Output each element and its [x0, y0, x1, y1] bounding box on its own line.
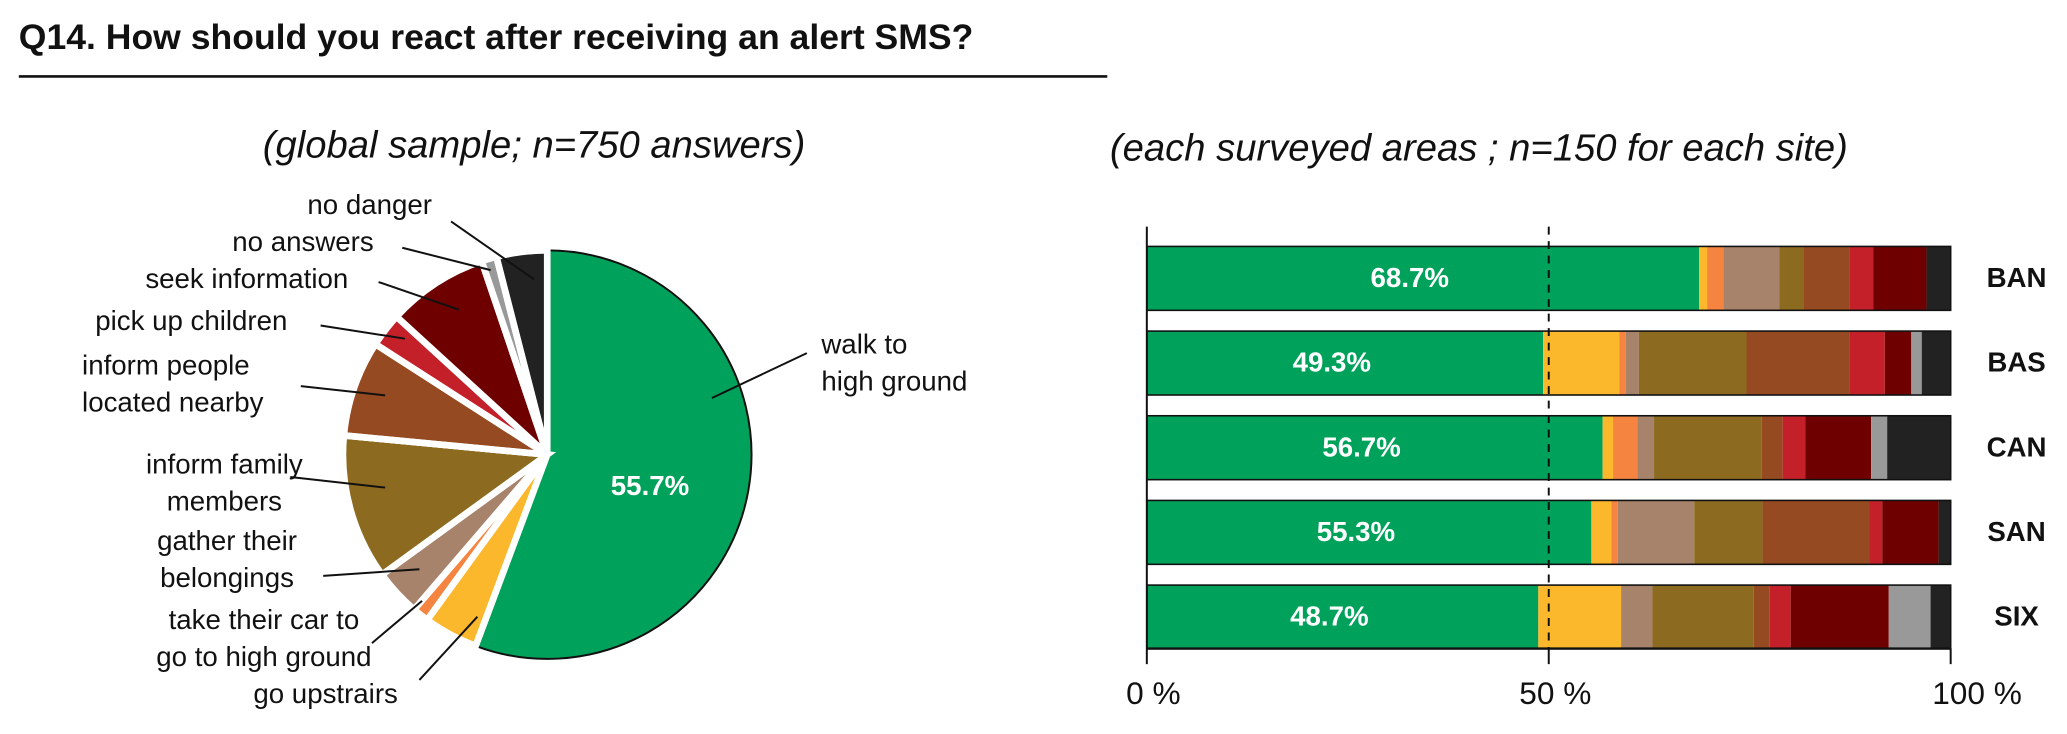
- bar-subtitle: (each surveyed areas ; n=150 for each si…: [1110, 126, 1848, 169]
- bar-segment: [1873, 246, 1927, 311]
- category-label: SAN: [1987, 516, 2045, 547]
- bar-segment: [1782, 415, 1806, 480]
- category-label: BAN: [1987, 262, 2047, 293]
- bar-segment: [1638, 331, 1747, 396]
- pie-label: no answers: [232, 226, 373, 257]
- pie-label: gather their belongings: [157, 525, 297, 593]
- bar-segment: [1805, 415, 1872, 480]
- pie-label: go upstrairs: [253, 678, 398, 709]
- bar-segment: [1887, 415, 1951, 480]
- value-label: 48.7%: [1290, 601, 1368, 632]
- bar-segment: [1146, 246, 1700, 311]
- pie-label: seek information: [145, 263, 348, 294]
- slice-gap: [369, 338, 550, 458]
- bar-segment: [1882, 500, 1939, 565]
- value-label: 56.7%: [1322, 431, 1400, 462]
- slice-gap: [491, 250, 551, 456]
- bar-segment: [1621, 585, 1653, 650]
- bar-segment: [1694, 500, 1763, 565]
- leader-line: [450, 220, 535, 281]
- x-tick-label: 0 %: [1126, 675, 1180, 711]
- bar-segment: [1849, 246, 1874, 311]
- leader-line: [320, 324, 406, 340]
- bar-segment: [1617, 500, 1695, 565]
- bar-segment: [1779, 246, 1804, 311]
- bar-segment: [1146, 585, 1539, 650]
- bar-segment: [1654, 415, 1762, 480]
- x-tick-label: 100 %: [1932, 675, 2022, 711]
- bar-segment: [1625, 331, 1639, 396]
- slice-gap: [338, 431, 548, 458]
- value-label: 55.3%: [1317, 516, 1395, 547]
- bar-segment: [1652, 585, 1754, 650]
- value-label: 49.3%: [1293, 347, 1371, 378]
- bar-segment: [1602, 415, 1614, 480]
- pie-label: inform family members: [146, 449, 303, 517]
- leader-line: [371, 600, 423, 644]
- bar-segment: [1921, 331, 1951, 396]
- pie-label: walk to high ground: [820, 329, 967, 397]
- bar-segment: [1790, 585, 1889, 650]
- bar-segment: [1871, 415, 1888, 480]
- bar-segment: [1699, 246, 1708, 311]
- bar-segment: [1611, 500, 1618, 565]
- pie-slice: [339, 431, 557, 580]
- bar-segment: [1146, 331, 1544, 396]
- bar-segment: [1591, 500, 1612, 565]
- bar-segment: [1930, 585, 1951, 650]
- bar-segment: [1803, 246, 1850, 311]
- pie-label: take their car to go to high ground: [156, 604, 371, 672]
- bar-segment: [1769, 585, 1791, 650]
- value-label: 55.7%: [611, 470, 689, 501]
- bar-segment: [1849, 331, 1885, 396]
- leader-line: [300, 385, 386, 397]
- bar-segment: [1938, 500, 1951, 565]
- page-title: Q14. How should you react after receivin…: [19, 17, 974, 57]
- bar-segment: [1926, 246, 1951, 311]
- bar-segment: [1723, 246, 1780, 311]
- pie-slice: [474, 249, 753, 660]
- slice-gap: [375, 451, 550, 581]
- bar-segment: [1869, 500, 1883, 565]
- pie-subtitle: (global sample; n=750 answers): [263, 124, 806, 167]
- category-label: BAS: [1987, 347, 2045, 378]
- pie-label: inform people located nearby: [82, 350, 264, 418]
- leader-line: [378, 281, 460, 311]
- leader-line: [290, 476, 386, 489]
- category-label: SIX: [1994, 601, 2039, 632]
- bar-segment: [1613, 415, 1638, 480]
- bar-segment: [1619, 331, 1626, 396]
- bar-segment: [1538, 585, 1622, 650]
- leader-line: [402, 246, 491, 272]
- x-tick-label: 50 %: [1519, 675, 1591, 711]
- bar-segment: [1884, 331, 1912, 396]
- bar-segment: [1888, 585, 1931, 650]
- leader-line: [418, 616, 479, 681]
- bar-segment: [1761, 415, 1783, 480]
- bar-segment: [1146, 500, 1592, 565]
- leader-line: [323, 568, 420, 577]
- value-label: 68.7%: [1371, 262, 1449, 293]
- bar-segment: [1911, 331, 1922, 396]
- slice-gap: [408, 452, 550, 616]
- pie-label: no danger: [307, 189, 432, 220]
- bar-segment: [1543, 331, 1620, 396]
- bar-segment: [1762, 500, 1870, 565]
- leader-line: [711, 352, 808, 399]
- bar-segment: [1746, 331, 1850, 396]
- slice-gap: [390, 310, 550, 458]
- pie-label: pick up children: [95, 305, 287, 336]
- bar-segment: [1637, 415, 1655, 480]
- bar-segment: [1146, 415, 1603, 480]
- bar-segment: [1753, 585, 1770, 650]
- bar-segment: [1707, 246, 1724, 311]
- slice-gap: [470, 453, 551, 653]
- category-label: CAN: [1987, 431, 2047, 462]
